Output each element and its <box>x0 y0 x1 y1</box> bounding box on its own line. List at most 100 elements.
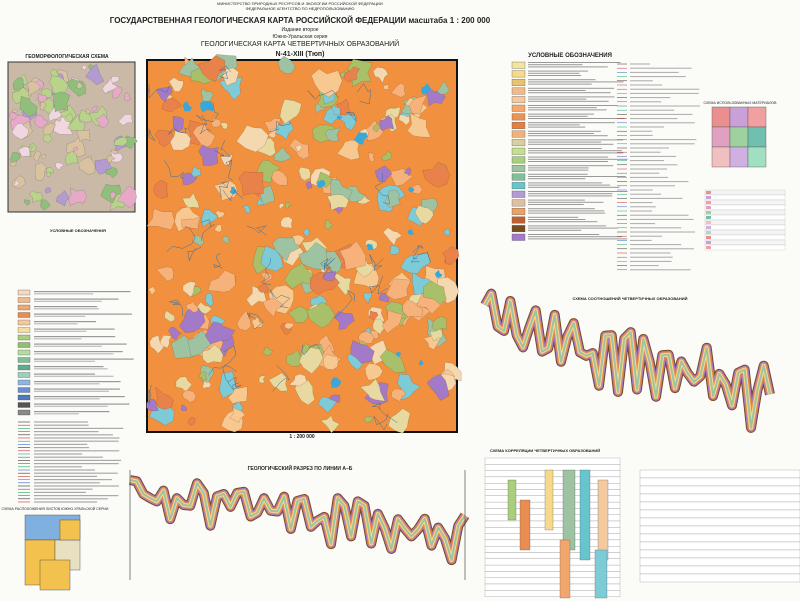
map-unit <box>170 335 194 359</box>
legend-text-line <box>528 201 604 203</box>
map-unit <box>407 112 431 138</box>
legend-text-line <box>630 92 699 94</box>
legend-swatch <box>17 409 31 416</box>
section-title: ГЕОЛОГИЧЕСКИЙ РАЗРЕЗ ПО ЛИНИИ А–Б <box>248 464 353 472</box>
geomorph-unit <box>77 81 83 89</box>
legend-text-line <box>34 434 113 436</box>
table-swatch <box>706 211 711 214</box>
edition: Издание второе <box>281 27 318 33</box>
map-unit <box>359 378 386 402</box>
geomorph-unit <box>106 155 116 163</box>
map-unit <box>305 181 313 190</box>
legend-text-line <box>34 313 132 315</box>
map-unit <box>372 123 381 132</box>
water-body <box>407 229 414 235</box>
legend-swatch <box>17 402 31 408</box>
water-body <box>182 101 192 112</box>
river <box>410 251 431 263</box>
legend-text-line <box>528 81 624 83</box>
water-body <box>408 186 415 193</box>
legend-text-line <box>528 236 623 238</box>
legend-text-line <box>630 113 693 115</box>
map-unit <box>156 266 174 282</box>
table-row <box>704 239 786 246</box>
legend-text-line <box>34 368 108 370</box>
legend-text-line <box>630 239 652 241</box>
geomorph-unit <box>18 146 31 157</box>
table-row <box>704 214 786 221</box>
map-unit <box>278 203 284 210</box>
legend-text-line <box>528 90 586 91</box>
legend-text-line <box>34 440 119 442</box>
sheet-area <box>59 519 81 541</box>
legend-text-line <box>528 199 585 201</box>
legend-text-line <box>34 479 112 481</box>
legend-text-line <box>34 459 122 461</box>
cross-sections <box>129 288 775 580</box>
map-unit <box>436 81 450 95</box>
map-unit <box>213 180 238 201</box>
map-unit <box>153 180 169 199</box>
river <box>222 365 237 389</box>
geomorph-unit <box>11 108 18 114</box>
geomorph-unit <box>111 149 118 155</box>
legend-text-line <box>34 421 88 423</box>
materials-cell <box>711 126 731 148</box>
correlation-unit <box>562 469 576 551</box>
map-unit <box>182 192 200 209</box>
legend-title: УСЛОВНЫЕ ОБОЗНАЧЕНИЯ <box>528 53 612 59</box>
map-title: ГЕОЛОГИЧЕСКАЯ КАРТА ЧЕТВЕРТИЧНЫХ ОБРАЗОВ… <box>201 39 399 48</box>
legend-text-line <box>34 437 120 439</box>
map-unit <box>288 306 309 323</box>
legend-swatch <box>17 349 31 356</box>
map-unit <box>200 88 214 103</box>
table-row <box>639 509 800 519</box>
map-unit <box>188 416 196 426</box>
legend-text-line <box>630 181 689 183</box>
map-unit <box>268 372 288 392</box>
river <box>187 247 202 262</box>
table-row <box>704 244 786 251</box>
materials-title: СХЕМА ИСПОЛЬЗОВАННЫХ МАТЕРИАЛОВ <box>704 101 778 105</box>
legend-swatch <box>511 139 526 147</box>
water-body <box>353 132 368 145</box>
river <box>307 89 339 100</box>
river <box>200 219 215 241</box>
legend-text-line <box>630 252 671 254</box>
legend-text-line <box>528 141 602 143</box>
legend-text-line <box>34 443 88 445</box>
map-unit <box>326 194 349 211</box>
map-unit <box>284 262 313 289</box>
map-unit <box>443 228 451 236</box>
legend-text-line <box>34 405 108 407</box>
map-unit <box>355 254 375 278</box>
legend-text-line <box>630 218 694 220</box>
map-unit <box>155 386 174 410</box>
map-unit <box>409 94 428 115</box>
legend-swatch <box>511 96 526 104</box>
legend-text-line <box>630 185 676 187</box>
water-body <box>421 83 432 95</box>
legend-swatch <box>17 334 31 341</box>
legend-text-line <box>630 118 678 120</box>
table-row <box>639 477 800 487</box>
legend-text-line <box>528 238 628 240</box>
legend-text-line <box>34 396 125 398</box>
legend-swatch <box>511 147 526 155</box>
materials-cell <box>747 106 767 128</box>
geomorph-unit <box>102 77 118 94</box>
geomorph-unit <box>29 190 43 203</box>
river <box>223 188 244 202</box>
legend-text-line <box>528 182 603 184</box>
map-unit <box>295 144 303 152</box>
river <box>369 275 388 295</box>
geomorph-unit <box>64 151 78 166</box>
table-row <box>639 557 800 567</box>
section-layer <box>129 479 466 562</box>
correlation-unit <box>544 469 554 531</box>
legend-swatch <box>511 122 526 129</box>
table-swatch <box>706 236 711 239</box>
map-unit <box>363 416 374 424</box>
map-unit <box>368 310 379 321</box>
legend-text-line <box>528 221 598 223</box>
